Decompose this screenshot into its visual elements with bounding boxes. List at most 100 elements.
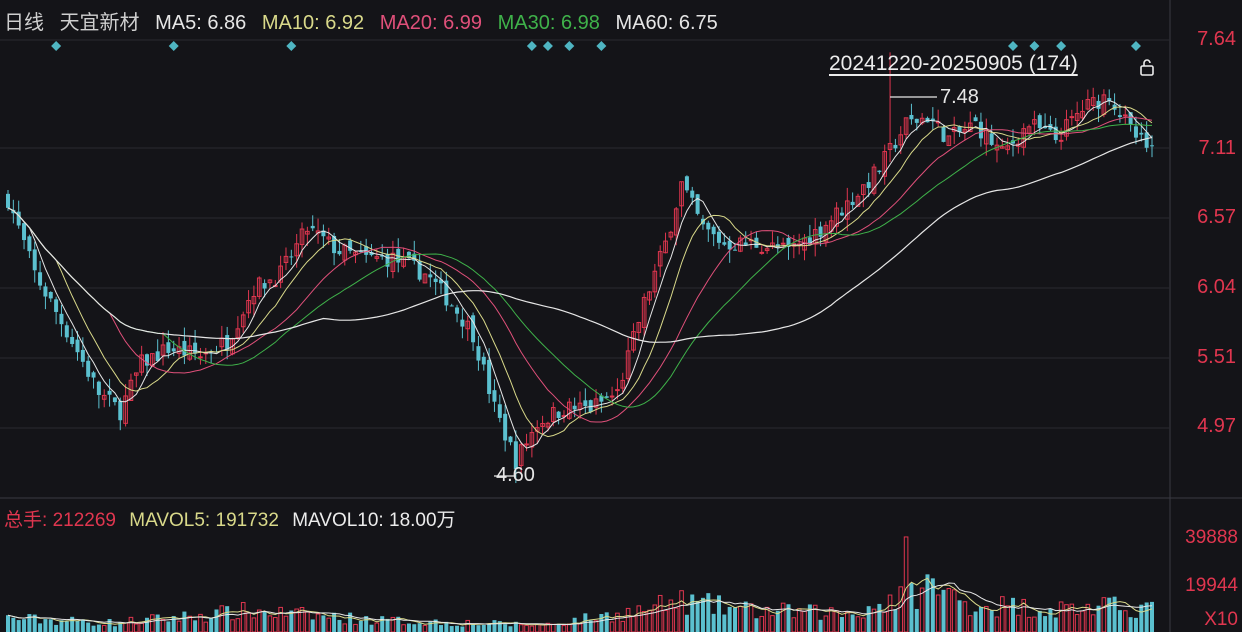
volume-bar <box>577 623 583 632</box>
candle-body <box>91 372 96 378</box>
candle-body <box>673 208 679 236</box>
volume-bar <box>251 617 257 632</box>
volume-unit-label: X10 <box>1204 609 1238 630</box>
mavol10-line <box>7 582 1153 626</box>
volume-bar <box>540 624 545 632</box>
candle-body <box>1032 119 1037 125</box>
volume-bar <box>962 601 968 632</box>
volume-bar <box>690 594 695 632</box>
volume-bar <box>802 610 807 632</box>
volume-bar <box>101 624 107 632</box>
candle-body <box>1037 115 1042 129</box>
candle-body <box>294 243 299 257</box>
volume-bar <box>588 620 593 632</box>
ma5-readout: MA5: 6.86 <box>155 12 247 34</box>
volume-bar <box>412 624 417 632</box>
event-marker-icon <box>168 41 179 51</box>
candle-body <box>171 348 176 352</box>
volume-bar <box>722 614 727 632</box>
candle-body <box>625 350 631 380</box>
volume-bar <box>738 605 743 632</box>
volume-bar <box>695 600 700 632</box>
volume-bar <box>641 611 647 632</box>
volume-bar <box>1133 617 1138 632</box>
volume-bar <box>262 611 267 632</box>
candle-body <box>839 212 844 216</box>
volume-bar <box>636 605 642 632</box>
candle-body <box>930 118 935 122</box>
candle-body <box>11 209 16 214</box>
volume-bar <box>775 610 780 632</box>
volume-bar <box>6 615 10 632</box>
volume-bar <box>91 625 96 632</box>
volume-bar <box>700 597 705 632</box>
ma30-value: 6.98 <box>561 12 600 34</box>
volume-bar <box>444 621 449 632</box>
event-marker-icon <box>1056 41 1067 51</box>
volume-bar <box>396 616 401 632</box>
volume-bar <box>893 609 898 632</box>
candle-body <box>1144 132 1149 148</box>
candle-body <box>1000 146 1005 149</box>
chart-header: 日线 天宜新材 MA5: 6.86 MA10: 6.92 MA20: 6.99 … <box>4 6 728 35</box>
volume-bar <box>877 603 882 632</box>
volume-bar <box>898 586 904 632</box>
volume-bar <box>182 611 187 632</box>
period-label[interactable]: 日线 <box>4 12 44 34</box>
volume-bar <box>123 622 128 632</box>
candle-body <box>101 394 107 400</box>
candle-body <box>818 226 823 237</box>
candle-body <box>615 389 620 392</box>
volume-bar <box>887 594 893 632</box>
candle-body <box>299 228 305 246</box>
candle-body <box>588 400 593 413</box>
volume-bar <box>909 583 914 632</box>
volume-bar <box>561 625 567 632</box>
unlock-icon[interactable] <box>1138 58 1156 76</box>
volume-bar <box>471 623 476 632</box>
candle-body <box>1005 145 1010 151</box>
volume-bar <box>107 619 112 632</box>
volume-bar <box>80 619 85 632</box>
volume-bar <box>160 619 166 632</box>
volume-bar <box>487 623 492 632</box>
total-volume-readout: 总手: 212269 <box>4 510 116 531</box>
volume-bar <box>1043 616 1048 632</box>
volume-bar <box>791 617 797 632</box>
volume-bar <box>150 614 155 632</box>
candle-body <box>978 121 983 139</box>
date-range-label[interactable]: 20241220-20250905 (174) <box>829 52 1078 75</box>
candle-body <box>620 379 626 389</box>
candle-body <box>1107 98 1112 102</box>
candle-body <box>22 223 27 241</box>
volume-bar <box>770 615 775 632</box>
ma30-line <box>7 123 1152 408</box>
volume-bar <box>240 602 246 632</box>
volume-bar <box>139 622 144 632</box>
candle-body <box>262 283 267 289</box>
candle-body <box>556 411 561 418</box>
volume-bar <box>64 621 69 632</box>
candle-body <box>471 315 476 343</box>
candle-body <box>455 307 460 314</box>
volume-bar <box>1026 616 1032 632</box>
volume-bar <box>572 617 577 632</box>
candle-body <box>550 407 556 423</box>
event-marker-icon <box>1130 41 1141 51</box>
candle-body <box>914 118 919 123</box>
candle-body <box>706 222 711 230</box>
volume-bar <box>305 611 310 632</box>
volume-bar <box>59 620 64 632</box>
candle-body <box>481 356 486 365</box>
candle-body <box>380 255 385 257</box>
candle-body <box>583 400 588 407</box>
volume-bar <box>390 616 396 632</box>
volume-bar <box>22 619 27 632</box>
volume-tick-label: 39888 <box>1185 527 1238 548</box>
volume-bar <box>332 612 337 632</box>
candle-body <box>321 230 326 237</box>
ma20-value: 6.99 <box>443 12 483 34</box>
volume-bar <box>914 608 919 632</box>
candle-body <box>1090 97 1096 107</box>
volume-bar <box>43 619 48 632</box>
